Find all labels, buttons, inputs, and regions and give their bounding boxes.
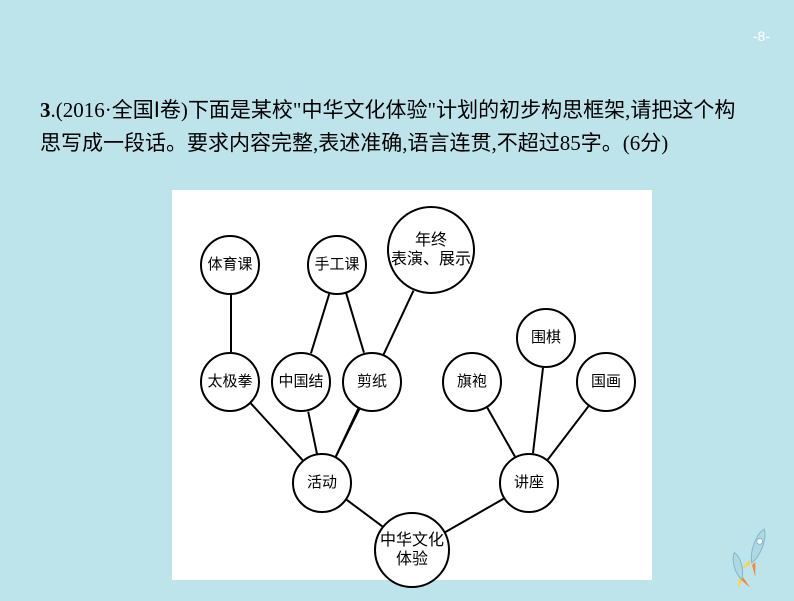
edge-huodong-zgjie: [307, 411, 318, 454]
question-text: 3.(2016·全国Ⅰ卷)下面是某校"中华文化体验"计划的初步构思框架,请把这个…: [40, 94, 754, 159]
edge-zgjie-shougong: [310, 294, 330, 354]
rocket-decoration: [726, 526, 782, 596]
node-taiji: 太极拳: [200, 352, 260, 412]
node-tiyu: 体育课: [200, 235, 260, 295]
node-jiangzuo: 讲座: [499, 453, 559, 513]
node-qipao: 旗袍: [442, 352, 502, 412]
node-jianzhi: 剪纸: [342, 352, 402, 412]
node-shougong: 手工课: [307, 235, 367, 295]
node-guohua: 国画: [576, 352, 636, 412]
question-number: 3: [40, 98, 51, 122]
node-zgjie: 中国结: [271, 352, 331, 412]
node-weiqi: 围棋: [516, 308, 576, 368]
node-root: 中华文化体验: [374, 512, 450, 588]
edge-taiji-tiyu: [230, 295, 232, 352]
edge-jiangzuo-weiqi: [532, 368, 544, 454]
page-number: -8-: [753, 28, 770, 44]
edge-jiangzuo-qipao: [487, 407, 516, 457]
node-huodong: 活动: [292, 453, 352, 513]
question-source: .(2016·全国Ⅰ卷): [51, 98, 188, 122]
node-nianzhong: 年终表演、展示: [387, 206, 475, 294]
diagram-area: 中华文化体验活动讲座太极拳中国结剪纸体育课手工课年终表演、展示旗袍围棋国画: [172, 190, 652, 580]
edge-jiangzuo-guohua: [547, 406, 589, 460]
edge-jianzhi-shougong: [346, 293, 366, 353]
